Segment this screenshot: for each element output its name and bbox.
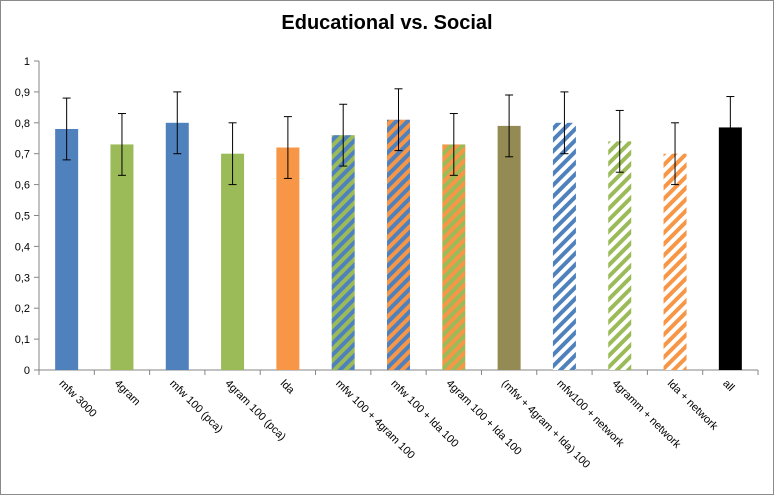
bar-7 <box>442 144 466 370</box>
bar-10 <box>608 141 632 370</box>
bar-6 <box>387 119 410 371</box>
x-tick-label: 4gram <box>112 378 143 409</box>
y-tick-label: 0,7 <box>15 149 30 161</box>
y-tick-label: 0,9 <box>15 87 30 99</box>
bar-3 <box>221 153 245 370</box>
y-tick-label: 0,4 <box>15 241 30 253</box>
bar-2 <box>165 122 189 370</box>
y-tick-label: 0,3 <box>15 272 30 284</box>
y-tick-label: 1 <box>24 56 30 68</box>
chart-title: Educational vs. Social <box>281 12 493 34</box>
bar-1 <box>110 144 134 370</box>
bar-0 <box>55 128 79 370</box>
y-tick-label: 0,6 <box>15 180 30 192</box>
x-tick-label: lda <box>278 378 297 397</box>
bar-11 <box>663 153 687 370</box>
bar-5 <box>331 135 355 370</box>
y-tick-label: 0,2 <box>15 303 30 315</box>
x-tick-label: (mfw + 4gram + lda) 100 <box>499 378 592 471</box>
bar-9 <box>552 122 576 370</box>
bar-12 <box>718 127 742 370</box>
bar-8 <box>497 125 521 370</box>
x-tick-label: all <box>720 378 736 394</box>
y-tick-label: 0,5 <box>15 211 30 223</box>
y-tick-label: 0,1 <box>15 334 30 346</box>
y-tick-label: 0,8 <box>15 118 30 130</box>
y-tick-label: 0 <box>24 365 30 377</box>
x-tick-label: 4gram 100 (pca) <box>222 378 288 444</box>
x-tick-label: mfw 3000 <box>57 378 99 420</box>
bar-4 <box>276 147 300 370</box>
x-tick-label: mfw 100 (pca) <box>167 378 225 436</box>
x-tick-label: lda + network <box>665 378 720 433</box>
